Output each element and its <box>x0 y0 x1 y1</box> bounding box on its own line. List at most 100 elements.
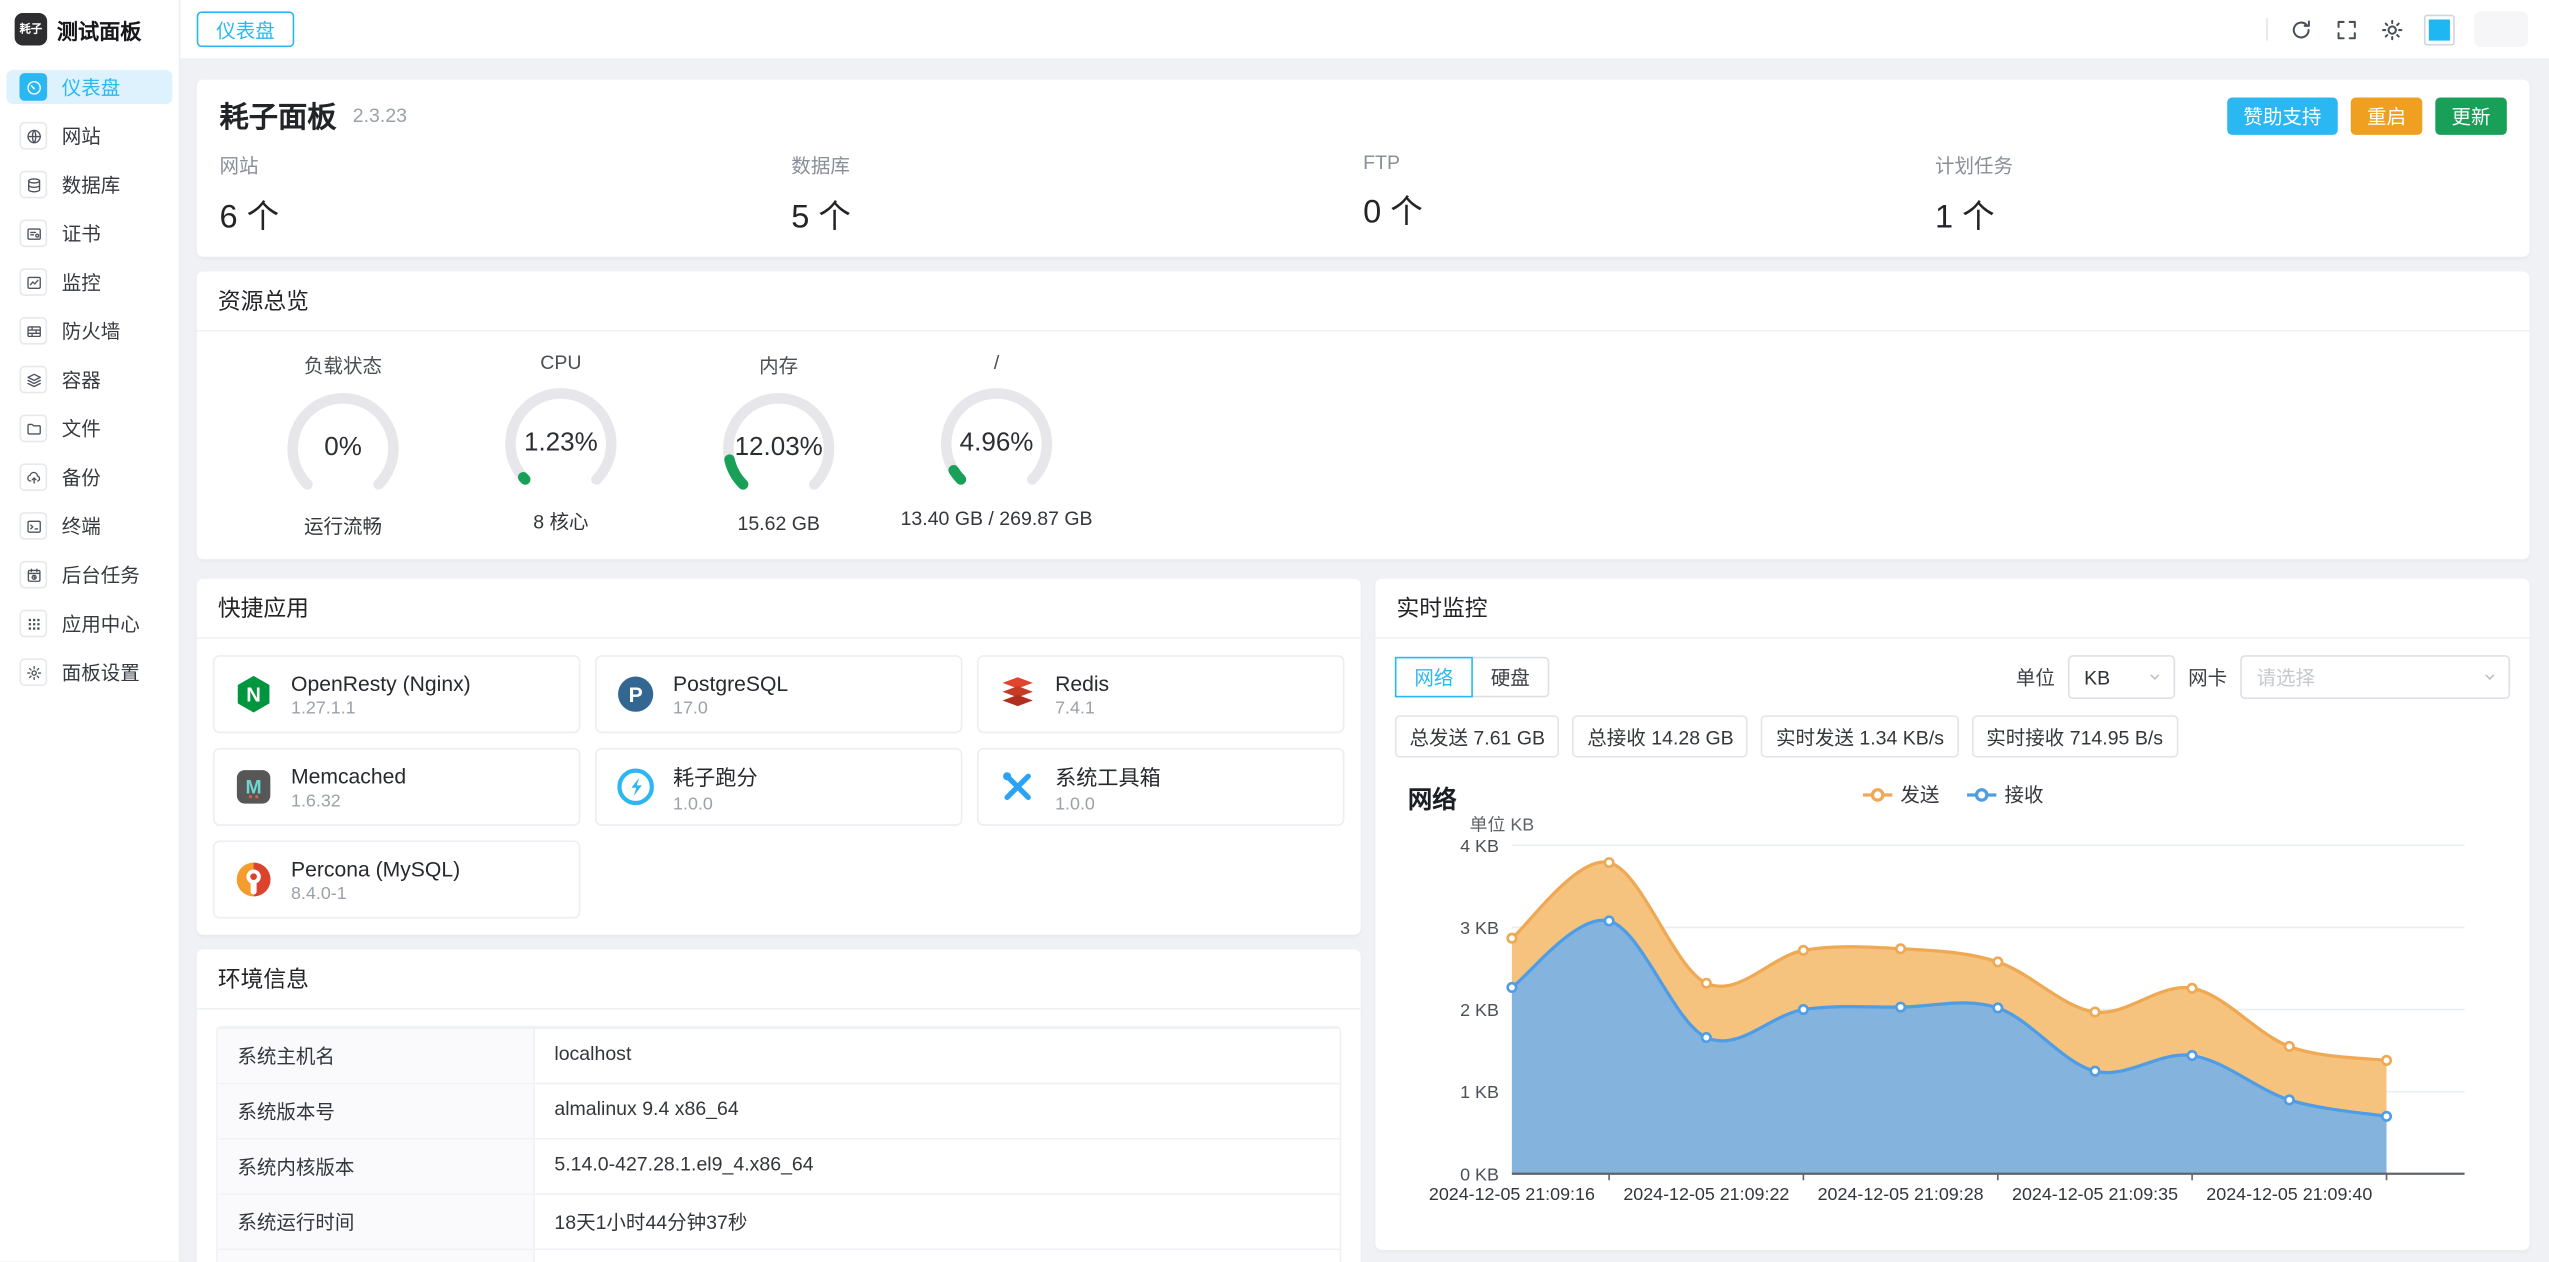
env-row-value: localhost <box>554 1042 632 1065</box>
sidebar-item-websites[interactable]: 网站 <box>7 119 173 153</box>
fullscreen-icon[interactable] <box>2335 17 2359 41</box>
chevron-down-icon <box>2482 670 2497 685</box>
folder-icon <box>19 414 48 443</box>
accent-color-swatch[interactable] <box>2423 13 2455 45</box>
app-grid-icon <box>19 609 48 638</box>
svg-text:P: P <box>629 684 643 707</box>
sidebar-item-label: 文件 <box>61 417 101 441</box>
apps-grid: N OpenResty (Nginx) 1.27.1.1 P <box>197 639 1361 935</box>
resource-overview-card: 资源总览 负载状态 0% 运行流畅 <box>196 271 2530 560</box>
sidebar-item-monitoring[interactable]: 监控 <box>7 265 173 299</box>
monitor-tabs: 网络 硬盘 <box>1394 656 1550 698</box>
legend-marker-icon <box>1863 787 1893 801</box>
nic-label: 网卡 <box>2188 666 2228 690</box>
app-card[interactable]: 系统工具箱 1.0.0 <box>977 747 1345 826</box>
sidebar-item-terminal[interactable]: 终端 <box>7 509 173 543</box>
app-card[interactable]: 耗子跑分 1.0.0 <box>595 747 963 826</box>
gear-icon <box>19 658 48 687</box>
stat-item: FTP 0 个 <box>1363 151 1935 237</box>
realtime-monitor-card: 实时监控 网络 硬盘 单位 KB <box>1375 578 2530 1251</box>
stat-value: 5 个 <box>791 199 851 236</box>
update-button[interactable]: 更新 <box>2435 96 2507 135</box>
gauge-sublabel: 13.40 GB / 269.87 GB <box>900 507 1093 530</box>
theme-sun-icon[interactable] <box>2380 17 2404 41</box>
table-row: 系统主机名 localhost <box>217 1027 1340 1083</box>
app-card[interactable]: Redis 7.4.1 <box>977 655 1345 734</box>
svg-text:2 KB: 2 KB <box>1460 1000 1499 1020</box>
app-version: 1.6.32 <box>291 790 341 811</box>
network-chart-block: 网络 发送 <box>1375 758 2529 1251</box>
legend-item[interactable]: 发送 <box>1861 780 1939 808</box>
sidebar-item-background-tasks[interactable]: 后台任务 <box>7 558 173 592</box>
legend-marker-icon <box>1967 787 1997 801</box>
env-row-label: 系统内核版本 <box>217 1139 535 1194</box>
legend-item[interactable]: 接收 <box>1965 780 2044 808</box>
user-avatar-placeholder[interactable] <box>2474 11 2528 48</box>
stat-item: 数据库 5 个 <box>791 151 1363 237</box>
panel-summary-card: 耗子面板 2.3.23 赞助支持 重启 更新 网站 6 个 <box>196 79 2530 257</box>
sidebar-item-files[interactable]: 文件 <box>7 411 173 445</box>
stats-grid: 网站 6 个 数据库 5 个 FTP 0 个 <box>219 151 2506 237</box>
env-row-label: 面板内部版本 <box>217 1250 535 1262</box>
table-row: 系统版本号 almalinux 9.4 x86_64 <box>217 1082 1340 1138</box>
sidebar-item-label: 应用中心 <box>61 612 140 636</box>
svg-text:2024-12-05 21:09:22: 2024-12-05 21:09:22 <box>1623 1184 1789 1204</box>
gauge-row: 负载状态 0% 运行流畅 CPU 1.23% <box>197 332 2530 560</box>
resource-overview-title: 资源总览 <box>196 271 2530 332</box>
traffic-chip: 总接收 14.28 GB <box>1572 715 1749 758</box>
stat-label: 数据库 <box>791 154 850 178</box>
sidebar-item-firewall[interactable]: 防火墙 <box>7 314 173 348</box>
unit-label: 单位 <box>2015 666 2055 690</box>
nic-select-placeholder: 请选择 <box>2256 666 2316 690</box>
page-title: 耗子面板 <box>219 100 337 134</box>
app-card[interactable]: Percona (MySQL) 8.4.0-1 <box>212 840 581 919</box>
dashboard-content: 耗子面板 2.3.23 赞助支持 重启 更新 网站 6 个 <box>180 60 2549 1262</box>
unit-select[interactable]: KB <box>2067 655 2176 700</box>
refresh-icon[interactable] <box>2289 17 2313 41</box>
stat-value: 6 个 <box>219 199 280 236</box>
realtime-monitor-title: 实时监控 <box>1375 579 2530 639</box>
cloud-backup-icon <box>19 463 48 491</box>
sidebar-item-panel-settings[interactable]: 面板设置 <box>7 655 173 689</box>
sidebar-item-label: 面板设置 <box>61 661 140 685</box>
sidebar-item-databases[interactable]: 数据库 <box>7 167 173 201</box>
nic-select[interactable]: 请选择 <box>2240 655 2511 700</box>
table-row: 系统运行时间 18天1小时44分钟37秒 <box>217 1193 1340 1249</box>
traffic-chip: 总发送 7.61 GB <box>1394 715 1560 758</box>
gauge-sublabel: 15.62 GB <box>737 512 820 535</box>
stat-label: FTP <box>1363 151 1401 174</box>
app-card[interactable]: P PostgreSQL 17.0 <box>595 655 963 734</box>
gauge-label: CPU <box>540 351 582 374</box>
svg-text:单位 KB: 单位 KB <box>1470 816 1535 835</box>
sidebar-nav: 仪表盘 网站 数据库 证书 监控 <box>0 59 179 690</box>
gauge-label: 负载状态 <box>303 354 383 378</box>
app-card[interactable]: M Memcached 1.6.32 <box>212 747 581 826</box>
sidebar-item-app-center[interactable]: 应用中心 <box>7 606 173 640</box>
app-card[interactable]: N OpenResty (Nginx) 1.27.1.1 <box>212 655 581 734</box>
stat-label: 网站 <box>219 154 259 178</box>
sidebar-item-label: 仪表盘 <box>61 76 121 100</box>
chart-title: 网络 <box>1407 786 1457 814</box>
main-area: 仪表盘 耗子面板 2.3.23 赞助支持 重启 更新 <box>180 0 2549 1262</box>
restart-button[interactable]: 重启 <box>2350 96 2423 135</box>
sidebar-item-containers[interactable]: 容器 <box>7 363 173 397</box>
sidebar-item-backups[interactable]: 备份 <box>7 460 173 494</box>
gauge: / 4.96% 13.40 GB / 269.87 GB <box>901 351 1093 540</box>
app-version: 8.4.0-1 <box>291 883 347 904</box>
app-name: PostgreSQL <box>673 670 789 695</box>
app-version: 1.0.0 <box>1055 794 1095 814</box>
chevron-down-icon <box>2148 670 2163 685</box>
website-icon <box>19 121 48 150</box>
tab-dashboard[interactable]: 仪表盘 <box>196 11 295 48</box>
svg-text:2024-12-05 21:09:40: 2024-12-05 21:09:40 <box>2206 1184 2372 1204</box>
sidebar-item-label: 防火墙 <box>61 320 121 344</box>
monitor-tab[interactable]: 网络 <box>1394 656 1473 698</box>
sidebar-item-certificates[interactable]: 证书 <box>7 216 173 250</box>
stat-value: 1 个 <box>1934 199 1995 236</box>
sponsor-button[interactable]: 赞助支持 <box>2227 96 2338 135</box>
table-row: 面板内部版本 9ce41bc0 go1.23.3 2024-12-03 14:1… <box>217 1248 1340 1262</box>
monitor-tab[interactable]: 硬盘 <box>1471 656 1550 698</box>
svg-text:2024-12-05 21:09:35: 2024-12-05 21:09:35 <box>2012 1184 2178 1204</box>
sidebar-item-dashboard[interactable]: 仪表盘 <box>6 69 173 105</box>
topbar-divider <box>2266 17 2268 41</box>
